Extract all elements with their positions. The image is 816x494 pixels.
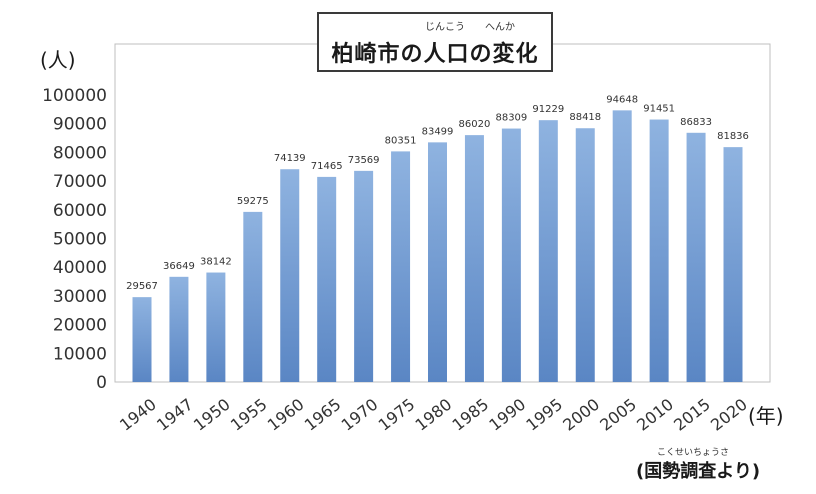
data-label-2020: 81836 [717,131,749,142]
data-label-1975: 80351 [385,135,417,146]
y-tick-label: 60000 [53,201,107,221]
y-tick-label: 10000 [53,344,107,364]
x-tick-label-1995: 1995 [522,395,566,435]
x-tick-label-1985: 1985 [449,395,493,435]
bar-2015 [686,132,706,382]
bar-1970 [354,170,374,382]
bar-1975 [391,151,411,382]
source-note: (国勢調査より) [636,461,761,482]
bar-2005 [612,110,632,383]
x-tick-label-1960: 1960 [264,395,308,435]
x-tick-labels: 1940194719501955196019651970197519801985… [116,395,751,435]
data-label-2005: 94648 [606,94,638,105]
bars-layer: 29567 36649 38142 59275 74139 71465 73569 80351… [126,94,749,383]
x-tick-label-1965: 1965 [301,395,345,435]
data-label-1980: 83499 [422,126,454,137]
bar-1990 [501,128,521,382]
x-tick-label-2005: 2005 [596,395,640,435]
data-label-2015: 86833 [680,117,712,128]
x-tick-label-1950: 1950 [190,395,234,435]
y-tick-label: 50000 [53,230,107,250]
x-axis-unit-label: (年) [748,404,784,428]
data-label-1950: 38142 [200,257,232,268]
title-ruby-henka: へんか [485,22,515,33]
bar-1950 [206,272,226,382]
bar-2000 [575,128,595,382]
title-ruby-jinkou: じんこう [425,22,465,33]
data-label-1940: 29567 [126,281,158,292]
chart-title: 柏崎市の人口の変化 [331,42,539,67]
y-tick-label: 20000 [53,316,107,336]
data-label-2010: 91451 [643,104,675,115]
x-tick-label-1955: 1955 [227,395,271,435]
data-label-1955: 59275 [237,196,269,207]
bar-1960 [280,169,300,382]
x-tick-label-1990: 1990 [485,395,529,435]
bar-2020 [723,147,743,382]
y-tick-label: 70000 [53,172,107,192]
y-tick-label: 80000 [53,143,107,163]
y-tick-label: 100000 [42,86,107,106]
data-label-1995: 91229 [532,104,564,115]
bar-1940 [132,297,152,382]
bar-1985 [464,135,484,382]
x-tick-label-1940: 1940 [116,395,160,435]
data-label-1960: 74139 [274,153,306,164]
data-label-1970: 73569 [348,155,380,166]
y-tick-label: 40000 [53,258,107,278]
bar-1965 [317,176,337,382]
data-label-1985: 86020 [459,119,491,130]
bar-1947 [169,276,189,382]
x-tick-label-1975: 1975 [375,395,419,435]
chart-title-box: じんこう へんか 柏崎市の人口の変化 [317,12,553,72]
x-tick-label-2010: 2010 [633,395,677,435]
data-label-1947: 36649 [163,261,195,272]
x-tick-label-1947: 1947 [153,395,197,435]
x-tick-label-2000: 2000 [559,395,603,435]
bar-2010 [649,119,669,382]
bar-1955 [243,211,263,382]
x-tick-label-1970: 1970 [338,395,382,435]
x-tick-label-1980: 1980 [412,395,456,435]
y-tick-label: 90000 [53,115,107,135]
y-tick-label: 0 [96,373,107,393]
bar-1995 [538,120,558,383]
data-label-1990: 88309 [495,113,527,124]
y-tick-labels: 0 10000 20000 30000 40000 50000 60000 70000 8000… [42,86,107,393]
source-ruby: こくせいちょうさ [657,448,730,458]
x-tick-label-2020: 2020 [707,395,751,435]
data-label-2000: 88418 [569,112,601,123]
y-tick-label: 30000 [53,287,107,307]
data-label-1965: 71465 [311,161,343,172]
y-axis-unit-label: (人) [40,48,76,72]
bar-1980 [428,142,447,382]
x-tick-label-2015: 2015 [670,395,714,435]
